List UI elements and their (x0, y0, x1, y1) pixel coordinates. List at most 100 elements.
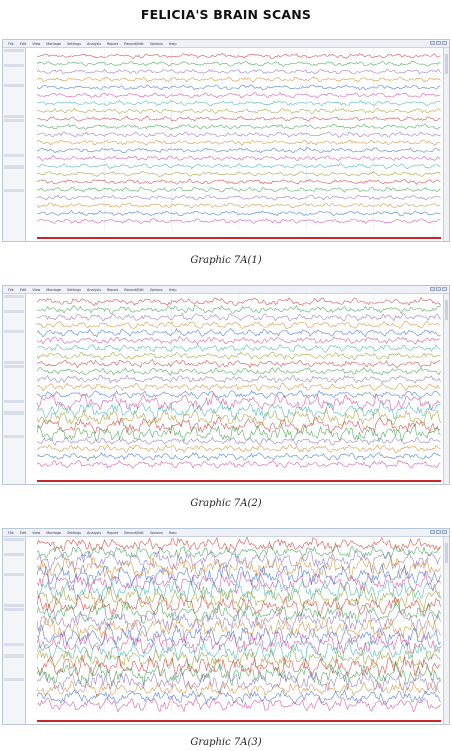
time-bar[interactable] (37, 480, 441, 482)
menu-item-montage[interactable]: Montage (46, 41, 62, 46)
montage-panel-row[interactable] (4, 153, 24, 157)
montage-panel-row[interactable] (4, 396, 24, 399)
montage-panel-row[interactable] (4, 384, 24, 387)
scroll-thumb[interactable] (445, 300, 448, 320)
montage-panel-row[interactable] (4, 99, 24, 102)
montage-panel-row[interactable] (4, 173, 24, 176)
montage-panel-row[interactable] (4, 181, 24, 184)
menu-item-analysis[interactable]: Analysis (87, 287, 102, 292)
vertical-scrollbar[interactable] (443, 48, 449, 241)
montage-panel-row[interactable] (4, 353, 24, 356)
montage-panel-row[interactable] (4, 631, 24, 634)
montage-panel-row[interactable] (4, 322, 24, 325)
montage-panel-row[interactable] (4, 138, 24, 141)
menu-item-file[interactable]: File (8, 41, 14, 46)
montage-panel-row[interactable] (4, 111, 24, 114)
montage-panel-row[interactable] (4, 107, 24, 110)
montage-panel-row[interactable] (4, 161, 24, 164)
montage-panel-row[interactable] (4, 380, 24, 383)
menu-item-edit[interactable]: Edit (19, 41, 27, 46)
menu-item-help[interactable]: Help (168, 41, 177, 46)
montage-panel-row[interactable] (4, 76, 24, 79)
montage-panel-row[interactable] (4, 403, 24, 406)
montage-panel-row[interactable] (4, 670, 24, 673)
montage-panel-row[interactable] (4, 411, 24, 415)
montage-panel-row[interactable] (4, 627, 24, 630)
montage-panel-row[interactable] (4, 48, 24, 52)
menu-item-view[interactable]: View (32, 287, 41, 292)
menu-item-options[interactable]: Options (149, 41, 163, 46)
menu-item-record-edit[interactable]: Record/Edit (124, 530, 144, 535)
montage-panel-row[interactable] (4, 588, 24, 591)
montage-panel-row[interactable] (4, 60, 24, 63)
minimize-button[interactable] (430, 41, 435, 45)
montage-panel-row[interactable] (4, 114, 24, 119)
close-button[interactable] (442, 530, 447, 534)
montage-panel-row[interactable] (4, 310, 24, 314)
montage-panel-row[interactable] (4, 639, 24, 642)
montage-panel-row[interactable] (4, 294, 24, 298)
montage-panel-row[interactable] (4, 118, 24, 122)
menu-item-report[interactable]: Report (107, 530, 119, 535)
montage-panel-row[interactable] (4, 431, 24, 434)
montage-panel-row[interactable] (4, 537, 24, 541)
close-button[interactable] (442, 41, 447, 45)
menu-item-view[interactable]: View (32, 41, 41, 46)
montage-panel-row[interactable] (4, 553, 24, 557)
montage-panel-row[interactable] (4, 584, 24, 587)
menu-item-file[interactable]: File (8, 530, 14, 535)
montage-panel-row[interactable] (4, 646, 24, 649)
menu-item-analysis[interactable]: Analysis (87, 530, 102, 535)
montage-panel-row[interactable] (4, 130, 24, 133)
menu-item-options[interactable]: Options (149, 287, 163, 292)
menu-item-settings[interactable]: Settings (67, 530, 82, 535)
montage-panel-row[interactable] (4, 623, 24, 626)
time-bar[interactable] (37, 237, 441, 239)
montage-panel-row[interactable] (4, 349, 24, 352)
montage-panel-row[interactable] (4, 157, 24, 160)
montage-panel-row[interactable] (4, 561, 24, 564)
montage-panel-row[interactable] (4, 103, 24, 106)
montage-panel-row[interactable] (4, 326, 24, 329)
montage-panel-row[interactable] (4, 122, 24, 125)
maximize-button[interactable] (436, 287, 441, 291)
menu-item-analysis[interactable]: Analysis (87, 41, 102, 46)
montage-panel-row[interactable] (4, 142, 24, 145)
montage-panel-row[interactable] (4, 68, 24, 71)
montage-panel-row[interactable] (4, 569, 24, 572)
montage-panel-row[interactable] (4, 169, 24, 172)
montage-panel-row[interactable] (4, 192, 24, 195)
montage-panel-row[interactable] (4, 302, 24, 305)
montage-panel-row[interactable] (4, 407, 24, 410)
montage-panel-row[interactable] (4, 654, 24, 658)
montage-panel-row[interactable] (4, 611, 24, 614)
menu-item-view[interactable]: View (32, 530, 41, 535)
montage-panel-row[interactable] (4, 333, 24, 336)
montage-panel-row[interactable] (4, 372, 24, 375)
montage-panel-row[interactable] (4, 592, 24, 595)
montage-panel-row[interactable] (4, 603, 24, 608)
montage-panel-row[interactable] (4, 549, 24, 552)
montage-panel-row[interactable] (4, 438, 24, 441)
montage-panel-row[interactable] (4, 177, 24, 180)
montage-panel-row[interactable] (4, 91, 24, 94)
montage-panel-row[interactable] (4, 150, 24, 153)
montage-panel-row[interactable] (4, 615, 24, 618)
montage-panel-row[interactable] (4, 545, 24, 548)
montage-panel-row[interactable] (4, 399, 24, 403)
montage-panel-row[interactable] (4, 419, 24, 422)
montage-panel-row[interactable] (4, 72, 24, 75)
menu-item-edit[interactable]: Edit (19, 530, 27, 535)
menu-item-record-edit[interactable]: Record/Edit (124, 287, 144, 292)
montage-panel-row[interactable] (4, 607, 24, 611)
montage-panel-row[interactable] (4, 423, 24, 426)
montage-panel-row[interactable] (4, 341, 24, 344)
montage-panel-row[interactable] (4, 80, 24, 83)
montage-panel-row[interactable] (4, 314, 24, 317)
montage-panel-row[interactable] (4, 345, 24, 348)
montage-panel-row[interactable] (4, 666, 24, 669)
montage-panel-row[interactable] (4, 596, 24, 599)
montage-panel-row[interactable] (4, 635, 24, 638)
menu-item-report[interactable]: Report (107, 41, 119, 46)
montage-panel-row[interactable] (4, 619, 24, 622)
